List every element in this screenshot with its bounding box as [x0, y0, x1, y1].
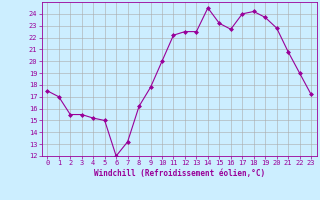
X-axis label: Windchill (Refroidissement éolien,°C): Windchill (Refroidissement éolien,°C)	[94, 169, 265, 178]
